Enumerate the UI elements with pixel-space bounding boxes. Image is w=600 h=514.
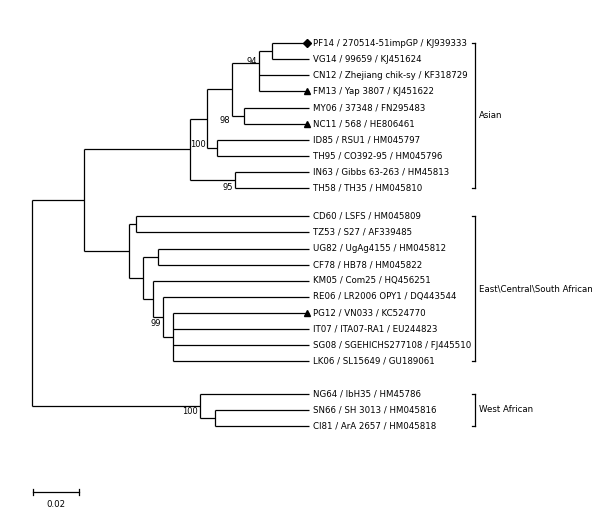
Text: 98: 98 (220, 116, 230, 125)
Text: NG64 / IbH35 / HM45786: NG64 / IbH35 / HM45786 (313, 389, 421, 398)
Text: 99: 99 (151, 319, 161, 327)
Text: FM13 / Yap 3807 / KJ451622: FM13 / Yap 3807 / KJ451622 (313, 87, 434, 96)
Text: ID85 / RSU1 / HM045797: ID85 / RSU1 / HM045797 (313, 135, 419, 144)
Text: TZ53 / S27 / AF339485: TZ53 / S27 / AF339485 (313, 228, 412, 237)
Text: PF14 / 270514-51impGP / KJ939333: PF14 / 270514-51impGP / KJ939333 (313, 39, 467, 48)
Text: IT07 / ITA07-RA1 / EU244823: IT07 / ITA07-RA1 / EU244823 (313, 325, 437, 334)
Text: 100: 100 (182, 407, 198, 416)
Text: LK06 / SL15649 / GU189061: LK06 / SL15649 / GU189061 (313, 357, 434, 366)
Text: Asian: Asian (479, 111, 503, 120)
Text: UG82 / UgAg4155 / HM045812: UG82 / UgAg4155 / HM045812 (313, 244, 446, 253)
Text: RE06 / LR2006 OPY1 / DQ443544: RE06 / LR2006 OPY1 / DQ443544 (313, 292, 456, 301)
Text: West African: West African (479, 405, 533, 414)
Text: 100: 100 (190, 140, 205, 149)
Text: MY06 / 37348 / FN295483: MY06 / 37348 / FN295483 (313, 103, 425, 112)
Text: NC11 / 568 / HE806461: NC11 / 568 / HE806461 (313, 119, 414, 128)
Text: CI81 / ArA 2657 / HM045818: CI81 / ArA 2657 / HM045818 (313, 421, 436, 430)
Text: CF78 / HB78 / HM045822: CF78 / HB78 / HM045822 (313, 260, 422, 269)
Text: East\Central\South African: East\Central\South African (479, 284, 593, 293)
Text: TH58 / TH35 / HM045810: TH58 / TH35 / HM045810 (313, 183, 422, 193)
Text: PG12 / VN033 / KC524770: PG12 / VN033 / KC524770 (313, 308, 425, 318)
Text: 0.02: 0.02 (47, 500, 66, 509)
Text: SG08 / SGEHICHS277108 / FJ445510: SG08 / SGEHICHS277108 / FJ445510 (313, 341, 471, 350)
Text: 94: 94 (247, 57, 257, 66)
Text: IN63 / Gibbs 63-263 / HM45813: IN63 / Gibbs 63-263 / HM45813 (313, 168, 449, 176)
Text: TH95 / CO392-95 / HM045796: TH95 / CO392-95 / HM045796 (313, 151, 442, 160)
Text: CD60 / LSFS / HM045809: CD60 / LSFS / HM045809 (313, 212, 421, 221)
Text: 95: 95 (222, 182, 233, 192)
Text: CN12 / Zhejiang chik-sy / KF318729: CN12 / Zhejiang chik-sy / KF318729 (313, 71, 467, 80)
Text: SN66 / SH 3013 / HM045816: SN66 / SH 3013 / HM045816 (313, 405, 436, 414)
Text: KM05 / Com25 / HQ456251: KM05 / Com25 / HQ456251 (313, 276, 430, 285)
Text: VG14 / 99659 / KJ451624: VG14 / 99659 / KJ451624 (313, 54, 421, 64)
